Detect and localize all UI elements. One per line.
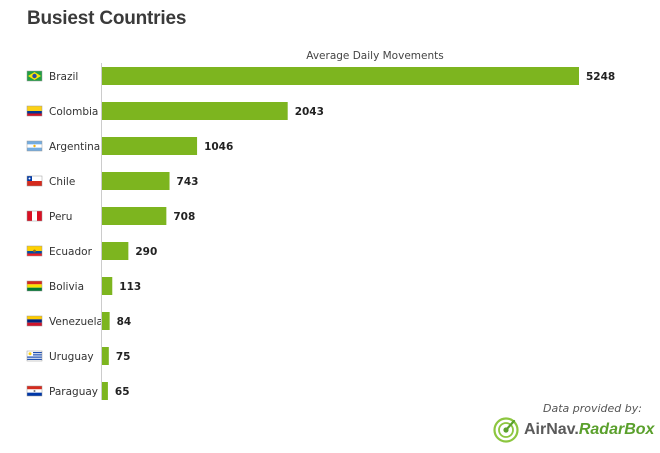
page-title: Busiest Countries <box>27 8 187 29</box>
value-label: 65 <box>115 386 130 398</box>
bar-uruguay <box>102 347 109 365</box>
bars-layer <box>102 67 579 400</box>
bar-chart: Average Daily Movements Brazil Colombia Ar… <box>26 50 615 400</box>
bar-bolivia <box>102 277 113 295</box>
value-label: 708 <box>173 211 195 223</box>
flag-venezuela-icon <box>26 315 43 327</box>
value-label: 84 <box>117 316 132 328</box>
category-label: Uruguay <box>49 351 94 363</box>
brand-logo: AirNav.RadarBox <box>493 416 654 444</box>
category-label: Peru <box>49 211 72 223</box>
bar-ecuador <box>102 242 129 260</box>
value-label: 75 <box>116 351 131 363</box>
category-label: Bolivia <box>49 281 84 293</box>
value-label: 113 <box>119 281 141 293</box>
flag-paraguay-icon <box>26 385 43 397</box>
bar-peru <box>102 207 167 225</box>
value-labels: 5248 2043 1046 743 708 290 113 84 75 65 <box>115 71 615 398</box>
brand-name-1: AirNav. <box>524 421 579 438</box>
flag-chile-icon <box>26 175 43 187</box>
chart-title: Average Daily Movements <box>306 50 443 62</box>
flag-uruguay-icon <box>26 350 43 362</box>
value-label: 2043 <box>295 106 324 118</box>
brand-text: AirNav.RadarBox <box>524 421 654 439</box>
flag-ecuador-icon <box>26 245 43 257</box>
bar-paraguay <box>102 382 108 400</box>
flags-layer <box>26 70 43 397</box>
category-label: Colombia <box>49 106 98 118</box>
flag-colombia-icon <box>26 105 43 117</box>
category-label: Brazil <box>49 71 78 83</box>
flag-brazil-icon <box>26 70 43 82</box>
data-credit: Data provided by: <box>543 402 642 415</box>
flag-argentina-icon <box>26 140 43 152</box>
bar-chile <box>102 172 170 190</box>
brand-name-2: RadarBox <box>578 421 655 438</box>
bar-brazil <box>102 67 579 85</box>
value-label: 5248 <box>586 71 615 83</box>
category-label: Paraguay <box>49 386 98 398</box>
radarbox-logo-icon <box>493 417 519 443</box>
flag-peru-icon <box>26 210 43 222</box>
category-label: Chile <box>49 176 75 188</box>
value-label: 1046 <box>204 141 233 153</box>
value-label: 743 <box>177 176 199 188</box>
bar-colombia <box>102 102 288 120</box>
bar-argentina <box>102 137 198 155</box>
category-label: Argentina <box>49 141 100 153</box>
value-label: 290 <box>135 246 157 258</box>
category-label: Ecuador <box>49 246 93 258</box>
category-labels: Brazil Colombia Argentina Chile Peru Ecuador B… <box>49 71 103 398</box>
bar-venezuela <box>102 312 110 330</box>
category-label: Venezuela <box>49 316 103 328</box>
flag-bolivia-icon <box>26 280 43 292</box>
